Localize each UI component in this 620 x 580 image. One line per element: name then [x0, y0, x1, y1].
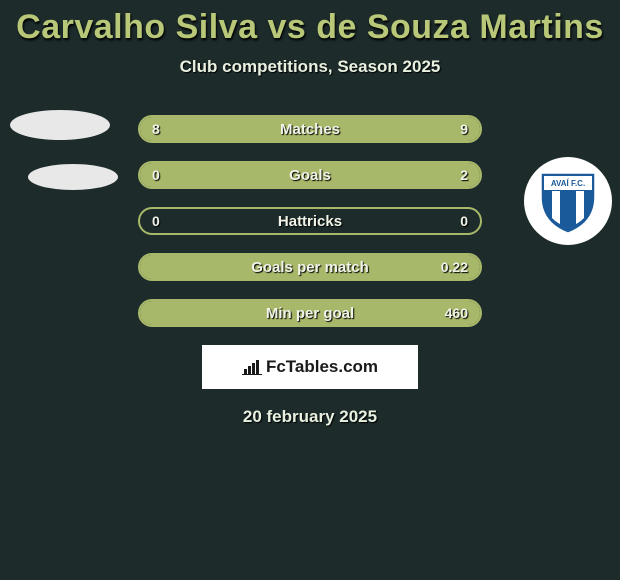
brand-label: FcTables.com [266, 357, 378, 377]
club-badge-text: AVAÍ F.C. [551, 179, 585, 188]
date-label: 20 february 2025 [0, 407, 620, 427]
stat-row: 02Goals [138, 161, 482, 189]
stat-label: Hattricks [140, 209, 480, 233]
bar-chart-icon [242, 359, 262, 375]
stat-label: Goals [140, 163, 480, 187]
brand-box[interactable]: FcTables.com [202, 345, 418, 389]
stat-row: 89Matches [138, 115, 482, 143]
stat-label: Matches [140, 117, 480, 141]
stat-label: Min per goal [140, 301, 480, 325]
stat-row: 0.22Goals per match [138, 253, 482, 281]
club-badge-circle: AVAÍ F.C. [524, 157, 612, 245]
stat-row: 460Min per goal [138, 299, 482, 327]
stat-row: 00Hattricks [138, 207, 482, 235]
club-shield-icon: AVAÍ F.C. [539, 169, 597, 233]
right-club-badge: AVAÍ F.C. [524, 157, 612, 245]
stat-label: Goals per match [140, 255, 480, 279]
page-title: Carvalho Silva vs de Souza Martins [0, 0, 620, 47]
player-oval-icon [28, 164, 118, 190]
player-oval-icon [10, 110, 110, 140]
left-player-marks [10, 110, 118, 190]
stats-list: 89Matches 02Goals 00Hattricks 0.22Goals per… [138, 115, 482, 327]
comparison-panel: AVAÍ F.C. 89Matches 02Goals 00Hattricks 0.2… [0, 115, 620, 427]
subtitle: Club competitions, Season 2025 [0, 57, 620, 77]
